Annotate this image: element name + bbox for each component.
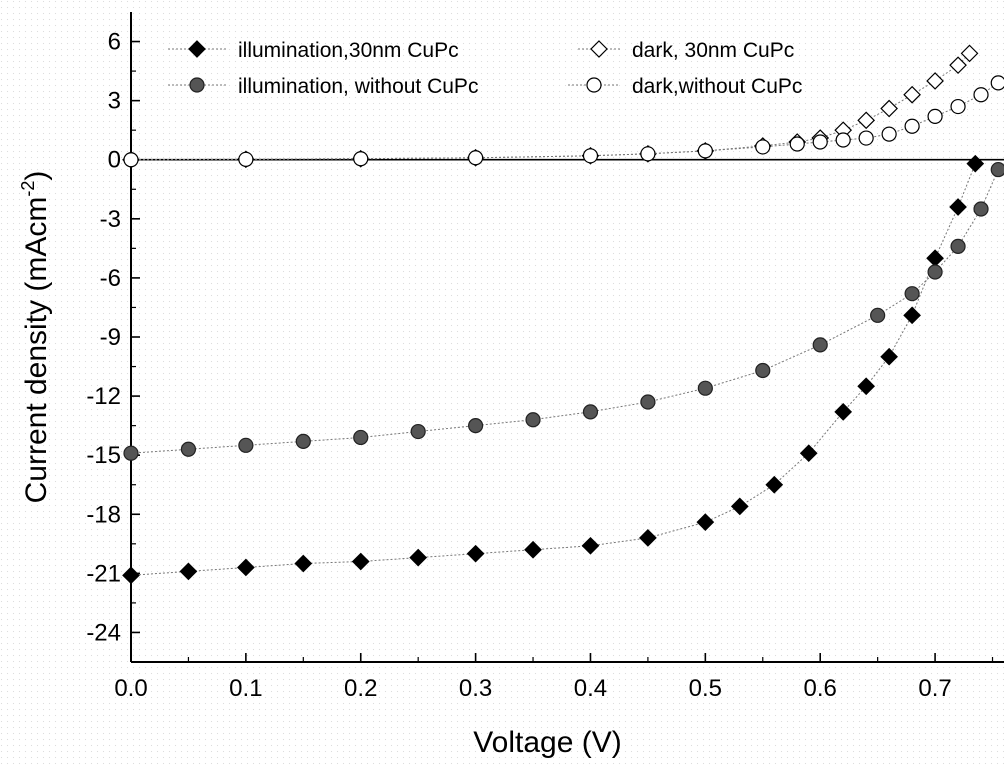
y-tick-label: -18 [86, 501, 121, 528]
y-axis-title: Current density (mAcm-2) [18, 171, 53, 504]
legend-label: dark,without CuPc [632, 75, 802, 98]
legend-label: dark, 30nm CuPc [632, 39, 794, 62]
data-point-open-circle [124, 153, 138, 167]
y-tick-label: -12 [86, 383, 121, 410]
x-tick-label: 0.7 [918, 675, 951, 702]
data-point-filled-circle [583, 405, 597, 419]
data-point-open-circle [641, 147, 655, 161]
y-tick-label: -15 [86, 442, 121, 469]
y-tick-label: 6 [108, 29, 121, 56]
data-point-open-circle [928, 109, 942, 123]
x-tick-label: 0.1 [229, 675, 262, 702]
data-point-filled-circle [974, 202, 988, 216]
y-axis-title-close: ) [20, 171, 53, 181]
data-point-filled-circle [354, 430, 368, 444]
data-point-open-circle [698, 144, 712, 158]
x-tick-label: 0.3 [459, 675, 492, 702]
data-point-open-circle [951, 100, 965, 114]
y-tick-label: -3 [100, 206, 121, 233]
data-point-open-circle [859, 131, 873, 145]
data-point-filled-circle [469, 419, 483, 433]
legend-label: illumination,30nm CuPc [238, 39, 459, 62]
y-tick-label: -24 [86, 619, 121, 646]
data-point-filled-circle [928, 265, 942, 279]
data-point-filled-circle [296, 434, 310, 448]
data-point-open-circle [469, 151, 483, 165]
y-axis-title-superscript: -2 [18, 181, 38, 197]
x-tick-label: 0.5 [689, 675, 722, 702]
data-point-open-circle [836, 133, 850, 147]
y-tick-label: -9 [100, 324, 121, 351]
data-point-open-circle [991, 76, 1004, 90]
data-point-open-circle [587, 78, 601, 92]
data-point-filled-circle [411, 425, 425, 439]
data-point-open-circle [974, 88, 988, 102]
y-tick-label: 0 [108, 147, 121, 174]
data-point-open-circle [583, 149, 597, 163]
data-point-filled-circle [756, 363, 770, 377]
x-tick-label: 0.2 [344, 675, 377, 702]
data-point-filled-circle [991, 163, 1004, 177]
data-point-filled-circle [124, 446, 138, 460]
x-tick-label: 0.4 [574, 675, 607, 702]
data-point-filled-circle [951, 239, 965, 253]
data-point-filled-circle [698, 381, 712, 395]
x-tick-label: 0.6 [804, 675, 837, 702]
y-tick-label: -6 [100, 265, 121, 292]
data-point-open-circle [882, 127, 896, 141]
data-point-filled-circle [190, 78, 204, 92]
data-point-filled-circle [905, 287, 919, 301]
data-point-open-circle [354, 152, 368, 166]
data-point-open-circle [790, 137, 804, 151]
x-tick-label: 0.0 [114, 675, 147, 702]
data-point-filled-circle [813, 338, 827, 352]
y-tick-label: 3 [108, 88, 121, 115]
data-point-open-circle [756, 140, 770, 154]
data-point-filled-circle [181, 442, 195, 456]
y-tick-label: -21 [86, 560, 121, 587]
legend-label: illumination, without CuPc [238, 75, 478, 98]
data-point-open-circle [239, 152, 253, 166]
data-point-open-circle [813, 135, 827, 149]
x-axis-title: Voltage (V) [473, 726, 621, 759]
data-point-filled-circle [871, 308, 885, 322]
data-point-open-circle [905, 119, 919, 133]
y-axis-title-main: Current density (mAcm [20, 197, 53, 504]
data-point-filled-circle [239, 438, 253, 452]
data-point-filled-circle [641, 395, 655, 409]
data-point-filled-circle [526, 413, 540, 427]
